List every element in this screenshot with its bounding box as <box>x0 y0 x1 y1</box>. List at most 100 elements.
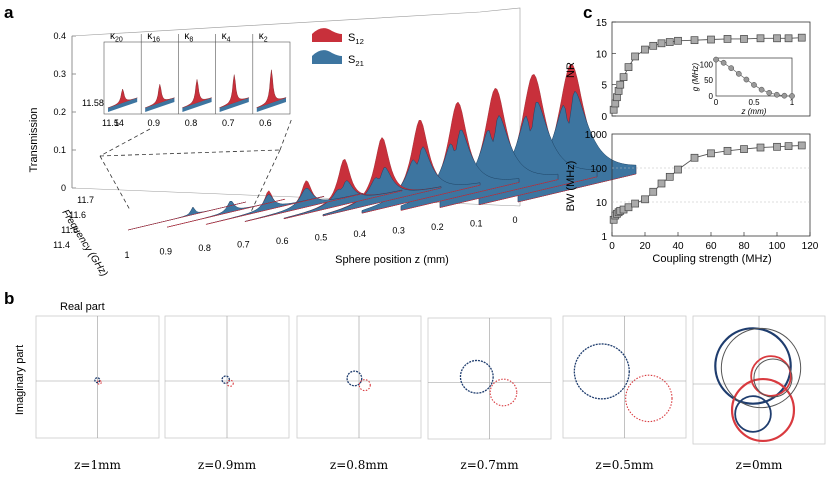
a-inset-s21 <box>256 98 286 112</box>
c-inset-point <box>789 93 795 99</box>
c-inset-point <box>781 92 788 99</box>
c-xlabel: Coupling strength (MHz) <box>652 253 771 265</box>
b-s12-circle <box>358 379 371 392</box>
a-legend-label: S12 <box>348 32 364 46</box>
a-spectra <box>127 63 637 231</box>
c-inset-xlabel: z (mm) <box>741 107 767 116</box>
b-z-label: z=0.9mm <box>198 458 257 472</box>
a-inset-connector <box>99 155 131 211</box>
a-baseline <box>361 184 481 214</box>
c-inset-point <box>766 89 773 96</box>
a-inset-s21 <box>108 98 138 112</box>
a-ytick: 0.4 <box>53 31 66 41</box>
c-inset-point <box>713 56 719 63</box>
a-ztick: 0.9 <box>160 247 173 257</box>
c-inset-frame <box>715 57 793 97</box>
b-s12-inner <box>750 355 792 397</box>
a-xlabel: Sphere position z (mm) <box>335 254 449 266</box>
panel-b: b Real part Imaginary part z=1mm z=0.9mm z… <box>4 289 826 472</box>
a-baseline <box>478 176 598 206</box>
c-inset-ytick: 0 <box>709 92 714 101</box>
c-nr-point <box>784 34 793 43</box>
a-freq-tick: 11.4 <box>53 240 70 250</box>
c-bw-ytick: 1 <box>601 232 607 243</box>
b-z-label: z=0.8mm <box>330 458 389 472</box>
b-s21-circle <box>714 327 792 405</box>
a-inset: κ20 1 κ16 0.9 κ8 0.8 κ4 0.7 κ2 0.6 11.58 11.54 <box>82 31 293 215</box>
b-s12-circle <box>730 377 796 443</box>
a-inset-connector <box>279 117 293 151</box>
a-inset-z-label: 0.8 <box>185 118 198 128</box>
a-baseline <box>205 196 325 225</box>
a-ztick: 0.3 <box>392 226 405 236</box>
c-nr-point <box>707 35 715 44</box>
panel-label-b: b <box>4 289 14 308</box>
a-inset-s12 <box>182 79 212 109</box>
c-nr-point <box>641 45 649 54</box>
c-bw-point <box>773 142 781 151</box>
c-inset-point <box>743 76 750 83</box>
b-s12-circle <box>226 379 234 387</box>
a-ztick: 0.6 <box>276 236 289 246</box>
c-nr-frame <box>611 21 811 117</box>
c-nr-point <box>690 36 699 45</box>
c-nr-point <box>624 63 633 71</box>
panel-label-c: c <box>583 3 592 22</box>
a-freq-tick: 11.7 <box>77 195 94 205</box>
c-inset-plot: 0 50 100 0 0.5 1 g (MHz) z (mm) <box>691 56 795 116</box>
b-z-label: z=0.5mm <box>595 458 654 472</box>
c-nr-point <box>674 36 682 45</box>
a-ytick: 0.2 <box>53 107 66 117</box>
a-ztick: 0.7 <box>237 240 250 250</box>
a-inset-s21 <box>219 98 249 112</box>
c-nr-point <box>665 38 674 46</box>
c-bw-point <box>641 195 649 204</box>
a-baseline <box>322 187 442 217</box>
c-inset-ylabel: g (MHz) <box>691 62 700 91</box>
b-s21-circle <box>346 370 363 387</box>
a-inset-ytick-top: 11.58 <box>82 98 104 108</box>
c-nr-point <box>631 52 639 61</box>
panel-c: c NR BW (MHz) Coupling strength (MHz) 0 5… <box>565 3 819 265</box>
a-inset-kappa: κ2 <box>259 31 268 44</box>
a-inset-connector <box>249 149 281 215</box>
b-s21-circle <box>573 343 630 400</box>
b-z-label: z=0mm <box>736 458 783 472</box>
c-inset-point <box>758 86 765 93</box>
c-nr-point <box>740 35 748 43</box>
c-bw-point <box>649 187 658 196</box>
a-baseline <box>127 201 247 231</box>
a-inset-s12 <box>107 88 138 109</box>
c-bw-point <box>797 141 806 150</box>
c-nr-point <box>773 34 781 43</box>
a-inset-kappa: κ16 <box>147 31 160 44</box>
a-s21-slice <box>244 187 364 222</box>
c-bw-point <box>784 142 793 150</box>
c-bw-point <box>674 165 682 174</box>
c-inset-point <box>773 91 780 98</box>
c-nr-point <box>616 80 625 89</box>
a-ztick: 0.5 <box>315 233 328 243</box>
c-xtick: 120 <box>802 241 819 252</box>
c-nr-point <box>649 41 658 50</box>
c-xtick: 100 <box>769 241 786 252</box>
b-imag-label: Imaginary part <box>14 345 26 415</box>
a-inset-connector <box>99 128 151 157</box>
a-ztick: 0.8 <box>198 243 211 253</box>
c-nr-ytick: 0 <box>601 112 607 123</box>
b-fit-inner <box>753 358 793 398</box>
a-inset-connector <box>99 149 281 157</box>
c-xtick: 0 <box>609 241 615 252</box>
b-s12-circle <box>625 374 673 423</box>
c-bw-plot: 1 10 100 1000 0 20 40 60 80 100 120 <box>585 130 819 252</box>
c-inset-ytick: 50 <box>704 76 713 85</box>
c-nr-point <box>619 73 628 81</box>
a-baseline <box>439 179 559 208</box>
a-inset-z-label: 1 <box>114 118 119 128</box>
c-inset-xtick: 0 <box>714 98 719 107</box>
a-inset-kappa: κ20 <box>110 31 123 44</box>
c-inset-xtick: 1 <box>790 98 795 107</box>
c-bw-point <box>740 145 748 153</box>
b-s21-circle <box>94 377 101 384</box>
